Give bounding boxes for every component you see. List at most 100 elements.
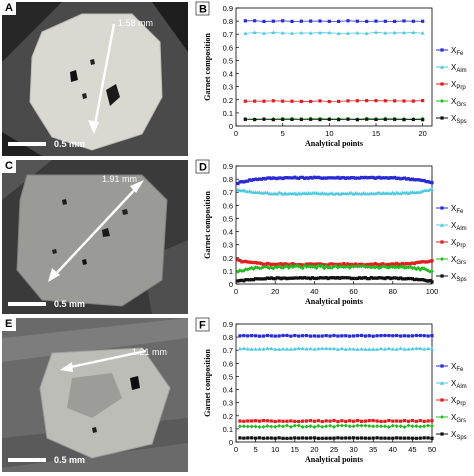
data-point — [421, 118, 425, 122]
data-point — [257, 419, 262, 423]
data-point — [259, 277, 264, 281]
data-point — [318, 118, 322, 122]
data-point — [375, 347, 380, 351]
data-point — [255, 261, 260, 265]
data-point — [402, 118, 406, 122]
data-point — [420, 31, 425, 35]
data-point — [385, 176, 389, 180]
data-point — [416, 178, 420, 182]
data-point — [390, 423, 395, 428]
chart-d: D 0 0.1 0.2 0.3 0.4 0.5 0.6 0.7 0.8 0.9 0 20 40 60 80 10… — [195, 159, 472, 310]
data-point — [301, 436, 305, 440]
data-point — [312, 175, 316, 179]
data-point — [355, 334, 360, 338]
data-point — [381, 264, 385, 269]
data-point — [254, 419, 258, 423]
y-tick-label: 0.1 — [223, 109, 233, 118]
data-point — [363, 175, 367, 179]
data-point — [410, 277, 414, 281]
data-point — [283, 176, 287, 180]
data-point — [424, 267, 429, 272]
data-point — [257, 277, 262, 281]
y-tick-label: 0.3 — [223, 241, 233, 250]
data-point — [252, 177, 256, 182]
data-point — [328, 276, 332, 280]
x-tick-label: 20 — [271, 287, 279, 296]
data-point — [426, 423, 431, 428]
data-point — [361, 176, 365, 180]
data-point — [411, 99, 415, 103]
data-point — [353, 276, 358, 281]
data-point — [422, 419, 426, 423]
data-point — [263, 262, 267, 267]
data-point — [238, 436, 242, 440]
data-point — [308, 262, 313, 266]
data-point — [285, 419, 289, 423]
data-point — [277, 419, 281, 423]
data-point — [387, 418, 391, 423]
data-point — [253, 265, 258, 270]
data-point — [265, 419, 269, 423]
legend-marker — [440, 223, 444, 227]
legend-label: XSps — [451, 114, 467, 125]
data-point — [238, 419, 242, 423]
data-point — [338, 276, 342, 280]
data-point — [412, 278, 416, 282]
data-point — [334, 176, 338, 180]
data-point — [257, 436, 262, 440]
data-point — [336, 275, 340, 280]
data-point — [290, 264, 295, 269]
legend-label: XPrp — [451, 238, 466, 249]
data-point — [410, 346, 415, 351]
data-point — [280, 30, 285, 35]
data-point — [346, 19, 350, 23]
data-point — [410, 436, 414, 440]
data-point — [414, 436, 418, 440]
data-point — [334, 276, 338, 280]
data-point — [253, 424, 258, 429]
panel-letter-box — [195, 159, 210, 174]
x-tick-label: 0 — [234, 445, 238, 454]
data-point — [312, 262, 316, 266]
data-point — [265, 333, 269, 338]
data-point — [337, 192, 342, 196]
data-point — [351, 424, 356, 429]
data-point — [399, 334, 403, 338]
data-point — [320, 264, 325, 269]
data-point — [287, 176, 291, 180]
legend-marker — [440, 65, 444, 69]
scalebar-label-c: 0.5 mm — [54, 299, 86, 309]
data-point — [385, 276, 389, 280]
data-point — [412, 178, 416, 182]
data-point — [347, 346, 352, 351]
data-point — [254, 334, 258, 338]
y-tick-label: 0.8 — [223, 175, 233, 184]
data-point — [261, 347, 266, 351]
data-point — [290, 99, 294, 103]
data-point — [312, 347, 317, 351]
data-point — [297, 436, 301, 440]
data-point — [304, 436, 309, 440]
data-point — [348, 276, 352, 280]
data-point — [359, 191, 364, 196]
y-tick-label: 0.3 — [223, 83, 233, 92]
data-point — [418, 178, 422, 182]
data-point — [273, 436, 277, 440]
data-point — [371, 264, 376, 269]
data-point — [359, 436, 364, 440]
data-point — [236, 258, 240, 262]
data-point — [296, 423, 301, 428]
series-line-alm — [245, 31, 423, 34]
x-tick-label: 40 — [389, 445, 397, 454]
data-point — [327, 30, 332, 35]
data-point — [336, 31, 341, 35]
data-point — [320, 276, 324, 280]
data-point — [346, 99, 350, 103]
data-point — [250, 334, 254, 338]
data-point — [250, 436, 254, 440]
data-point — [299, 30, 304, 35]
data-point — [410, 261, 414, 265]
data-point — [277, 334, 281, 338]
data-point — [373, 276, 377, 280]
data-point — [428, 278, 432, 283]
